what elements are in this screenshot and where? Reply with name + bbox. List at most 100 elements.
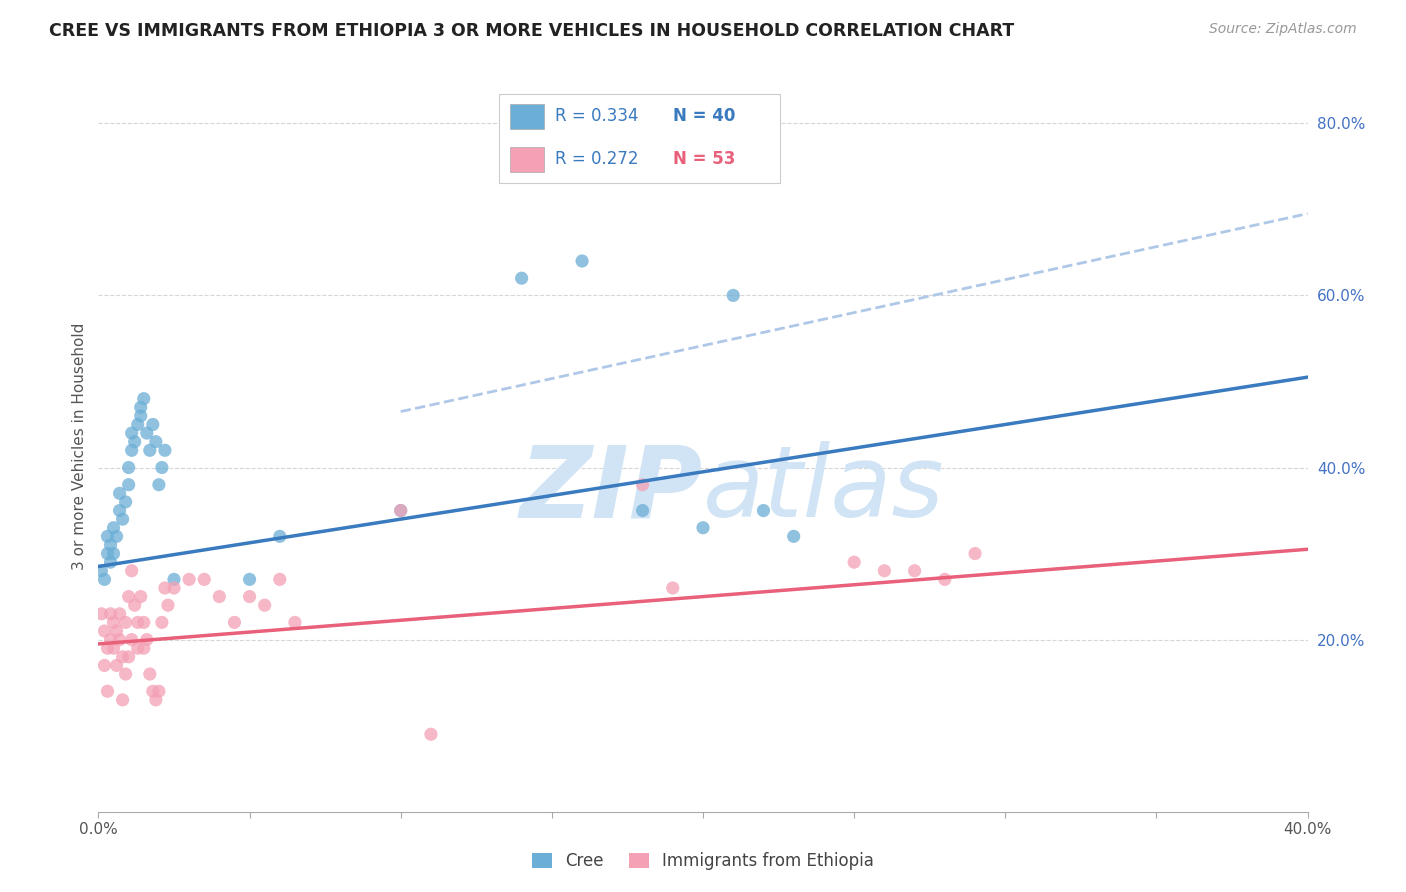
Point xyxy=(114,615,136,630)
Point xyxy=(723,288,745,302)
Point xyxy=(153,443,176,458)
Point xyxy=(118,590,141,604)
Point xyxy=(844,555,866,569)
Point xyxy=(100,632,122,647)
Point xyxy=(93,658,115,673)
Point xyxy=(752,503,775,517)
Point xyxy=(93,573,115,587)
Bar xyxy=(510,147,544,172)
Point xyxy=(179,573,201,587)
Point xyxy=(163,581,186,595)
Point xyxy=(873,564,896,578)
Point xyxy=(145,693,167,707)
Point xyxy=(153,581,176,595)
Point xyxy=(121,426,143,441)
Point xyxy=(692,521,714,535)
Legend: Cree, Immigrants from Ethiopia: Cree, Immigrants from Ethiopia xyxy=(526,846,880,877)
Point xyxy=(193,573,215,587)
Point xyxy=(132,392,155,406)
Point xyxy=(108,607,131,621)
Point xyxy=(124,434,146,449)
Point xyxy=(510,271,533,285)
Text: ZIP: ZIP xyxy=(520,442,703,539)
Point xyxy=(571,254,593,268)
Point xyxy=(148,477,170,491)
Point xyxy=(139,667,162,681)
Point xyxy=(96,641,118,656)
Point xyxy=(269,529,291,543)
Point xyxy=(103,547,125,561)
Text: R = 0.334: R = 0.334 xyxy=(555,107,638,126)
Point xyxy=(105,658,128,673)
Point xyxy=(103,521,125,535)
Point xyxy=(118,649,141,664)
Point xyxy=(108,486,131,500)
Point xyxy=(224,615,246,630)
Point xyxy=(118,460,141,475)
Point xyxy=(284,615,307,630)
Point xyxy=(90,564,112,578)
Point xyxy=(163,573,186,587)
Point xyxy=(127,641,149,656)
Y-axis label: 3 or more Vehicles in Household: 3 or more Vehicles in Household xyxy=(72,322,87,570)
Text: N = 40: N = 40 xyxy=(673,107,735,126)
Point xyxy=(783,529,806,543)
Point xyxy=(135,632,157,647)
Point xyxy=(934,573,956,587)
Bar xyxy=(510,104,544,129)
Point xyxy=(103,641,125,656)
Text: atlas: atlas xyxy=(703,442,945,539)
Point xyxy=(150,615,173,630)
Point xyxy=(269,573,291,587)
Point xyxy=(108,503,131,517)
Point xyxy=(100,607,122,621)
Point xyxy=(121,443,143,458)
Point xyxy=(139,443,162,458)
Point xyxy=(93,624,115,638)
Point xyxy=(100,538,122,552)
Point xyxy=(111,649,134,664)
Point xyxy=(121,632,143,647)
Point xyxy=(96,529,118,543)
Point xyxy=(208,590,231,604)
Point xyxy=(239,590,262,604)
Point xyxy=(105,529,128,543)
Point xyxy=(118,477,141,491)
Point xyxy=(108,632,131,647)
Text: Source: ZipAtlas.com: Source: ZipAtlas.com xyxy=(1209,22,1357,37)
Point xyxy=(148,684,170,698)
Point xyxy=(904,564,927,578)
Point xyxy=(96,547,118,561)
Point xyxy=(124,598,146,612)
Point xyxy=(661,581,683,595)
Point xyxy=(965,547,987,561)
Point xyxy=(114,495,136,509)
Point xyxy=(129,401,152,415)
Point xyxy=(132,641,155,656)
Point xyxy=(127,615,149,630)
Point xyxy=(420,727,443,741)
Point xyxy=(100,555,122,569)
Point xyxy=(239,573,262,587)
Point xyxy=(132,615,155,630)
Point xyxy=(129,409,152,423)
Point xyxy=(631,503,654,517)
Point xyxy=(103,615,125,630)
Point xyxy=(105,624,128,638)
Point xyxy=(129,590,152,604)
Point xyxy=(142,684,165,698)
Point xyxy=(389,503,412,517)
Point xyxy=(111,693,134,707)
Point xyxy=(145,434,167,449)
Point xyxy=(121,564,143,578)
Point xyxy=(96,684,118,698)
Point xyxy=(135,426,157,441)
Point xyxy=(111,512,134,526)
Text: N = 53: N = 53 xyxy=(673,150,735,169)
Point xyxy=(631,477,654,491)
Point xyxy=(150,460,173,475)
Point xyxy=(156,598,179,612)
Point xyxy=(389,503,412,517)
Point xyxy=(114,667,136,681)
Point xyxy=(253,598,276,612)
